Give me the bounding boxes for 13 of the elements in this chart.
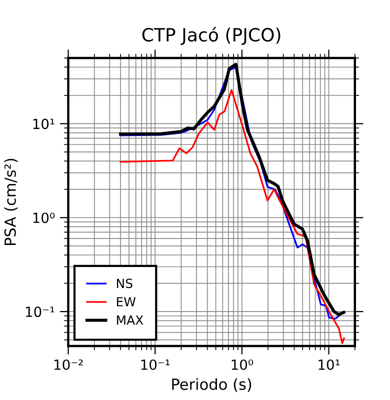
y-axis-title: PSA (cm/s²) [4, 158, 18, 245]
y-tick-label: 10⁰ [33, 212, 55, 224]
x-tick-label: 10⁻¹ [141, 359, 170, 370]
legend-label: MAX [116, 316, 144, 325]
x-tick-label: 10⁻² [54, 359, 83, 370]
x-axis-title: Periodo (s) [172, 378, 252, 392]
x-tick-label: 10⁰ [232, 359, 254, 370]
legend-label: EW [116, 297, 136, 306]
y-tick-label: 10⁻¹ [26, 306, 54, 318]
x-tick-label: 10¹ [318, 359, 340, 370]
chart-title: CTP Jacó (PJCO) [142, 26, 280, 45]
y-tick-label: 10¹ [33, 118, 54, 130]
legend-label: NS [116, 278, 132, 288]
